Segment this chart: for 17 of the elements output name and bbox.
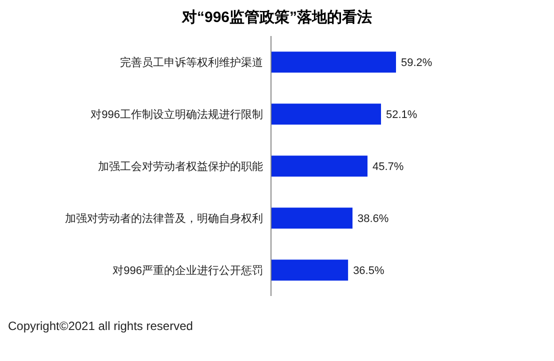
y-tick-label: 完善员工申诉等权利维护渠道 — [120, 56, 263, 69]
bar — [271, 208, 353, 229]
bar — [271, 52, 396, 73]
y-tick-label: 对996工作制设立明确法规进行限制 — [90, 108, 263, 121]
y-tick-label: 加强对劳动者的法律普及，明确自身权利 — [65, 212, 263, 225]
data-label: 36.5% — [353, 265, 384, 278]
text: Copyright©2021 all rights reserved — [8, 319, 194, 333]
data-label: 38.6% — [358, 213, 389, 226]
bar — [271, 156, 368, 177]
data-label: 45.7% — [372, 161, 404, 174]
y-tick-label: 对996严重的企业进行公开惩罚 — [112, 264, 263, 277]
bar — [271, 260, 348, 281]
chart-title: 对“996监管政策”落地的看法 — [180, 8, 374, 27]
bar — [271, 104, 382, 125]
data-label: 59.2% — [401, 57, 432, 70]
y-tick-label: 加强工会对劳动者权益保护的职能 — [98, 160, 263, 173]
data-label: 52.1% — [386, 109, 418, 122]
